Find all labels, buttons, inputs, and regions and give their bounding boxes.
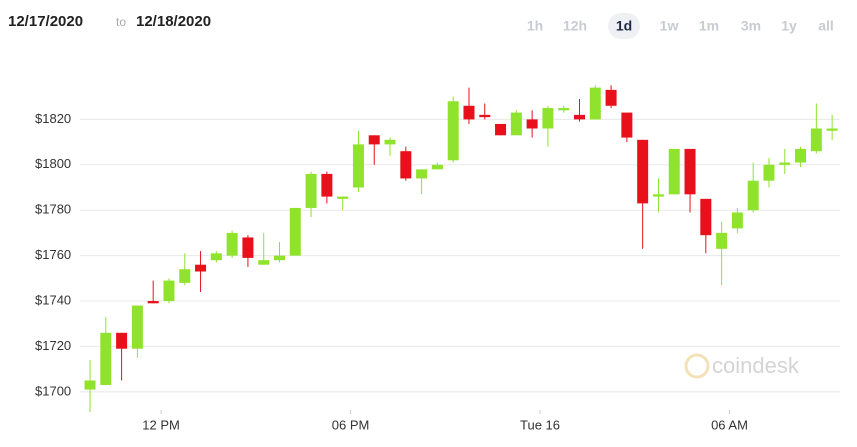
candle-body xyxy=(795,148,807,163)
candle-body xyxy=(479,114,491,118)
candle-body xyxy=(510,112,522,136)
x-tick-label: 12 PM xyxy=(142,417,180,432)
watermark: coindesk xyxy=(684,353,800,379)
candle-body xyxy=(589,87,601,120)
range-selector: 1h 12h 1d 1w 1m 3m 1y all xyxy=(527,13,834,39)
range-button[interactable]: all xyxy=(818,18,834,34)
range-button[interactable]: 3m xyxy=(741,18,761,34)
candle-body xyxy=(305,173,317,208)
candle-body xyxy=(447,101,459,161)
y-tick-label: $1780 xyxy=(35,202,71,217)
candle-body xyxy=(779,162,791,165)
watermark-icon xyxy=(684,353,710,379)
candle-body xyxy=(131,305,143,349)
y-tick-label: $1820 xyxy=(35,111,71,126)
candle-body xyxy=(810,128,822,152)
candle-body xyxy=(826,128,838,131)
candle-body xyxy=(763,164,775,181)
candle-body xyxy=(84,380,96,390)
range-button[interactable]: 1d xyxy=(616,18,632,34)
candle-body xyxy=(526,119,538,129)
y-tick-label: $1700 xyxy=(35,383,71,398)
y-tick-label: $1740 xyxy=(35,292,71,307)
range-button[interactable]: 1m xyxy=(699,18,719,34)
candle-body xyxy=(258,260,270,265)
candle-body xyxy=(100,332,112,386)
candle-body xyxy=(210,253,222,261)
range-button[interactable]: 12h xyxy=(563,18,587,34)
candle-body xyxy=(637,139,649,204)
candle-body xyxy=(147,301,159,304)
candle-body xyxy=(558,108,570,111)
candle-body xyxy=(542,108,554,129)
date-until: 12/18/2020 xyxy=(136,13,211,30)
candle-body xyxy=(431,164,443,170)
candle-body xyxy=(352,144,364,188)
candle-body xyxy=(384,139,396,145)
candle-body xyxy=(179,269,191,283)
candle-body xyxy=(621,112,633,138)
candle-body xyxy=(747,180,759,211)
date-from: 12/17/2020 xyxy=(8,13,83,30)
y-tick-label: $1760 xyxy=(35,247,71,262)
candle-body xyxy=(368,135,380,145)
range-button[interactable]: 1w xyxy=(660,18,679,34)
candle-body xyxy=(495,123,507,136)
y-tick-label: $1720 xyxy=(35,338,71,353)
range-button[interactable]: 1h xyxy=(527,18,543,34)
watermark-text: coindesk xyxy=(712,353,800,378)
candle-body xyxy=(116,332,128,349)
candle-body xyxy=(337,196,349,199)
candle-body xyxy=(668,148,680,195)
candle-body xyxy=(416,169,428,179)
candle-body xyxy=(574,114,585,120)
candle-body xyxy=(400,151,412,179)
candle-body xyxy=(684,148,696,195)
candle-body xyxy=(463,105,475,120)
candle-body xyxy=(605,89,617,106)
candle-body xyxy=(226,232,238,256)
candle-body xyxy=(163,280,175,302)
candle-body xyxy=(652,194,664,197)
candle-body xyxy=(321,173,333,197)
candle-body xyxy=(289,207,301,256)
candle-body xyxy=(700,198,712,236)
range-highlight xyxy=(608,13,640,39)
x-tick-label: Tue 16 xyxy=(520,417,560,432)
date-separator: to xyxy=(116,15,126,29)
candle-body xyxy=(242,237,254,258)
candle-body xyxy=(731,212,743,229)
candle-body xyxy=(195,264,207,272)
x-tick-label: 06 AM xyxy=(711,417,748,432)
x-tick-label: 06 PM xyxy=(332,417,370,432)
candle-body xyxy=(274,255,285,261)
candle-body xyxy=(716,232,728,249)
y-tick-label: $1800 xyxy=(35,156,71,171)
range-button[interactable]: 1y xyxy=(781,18,797,34)
